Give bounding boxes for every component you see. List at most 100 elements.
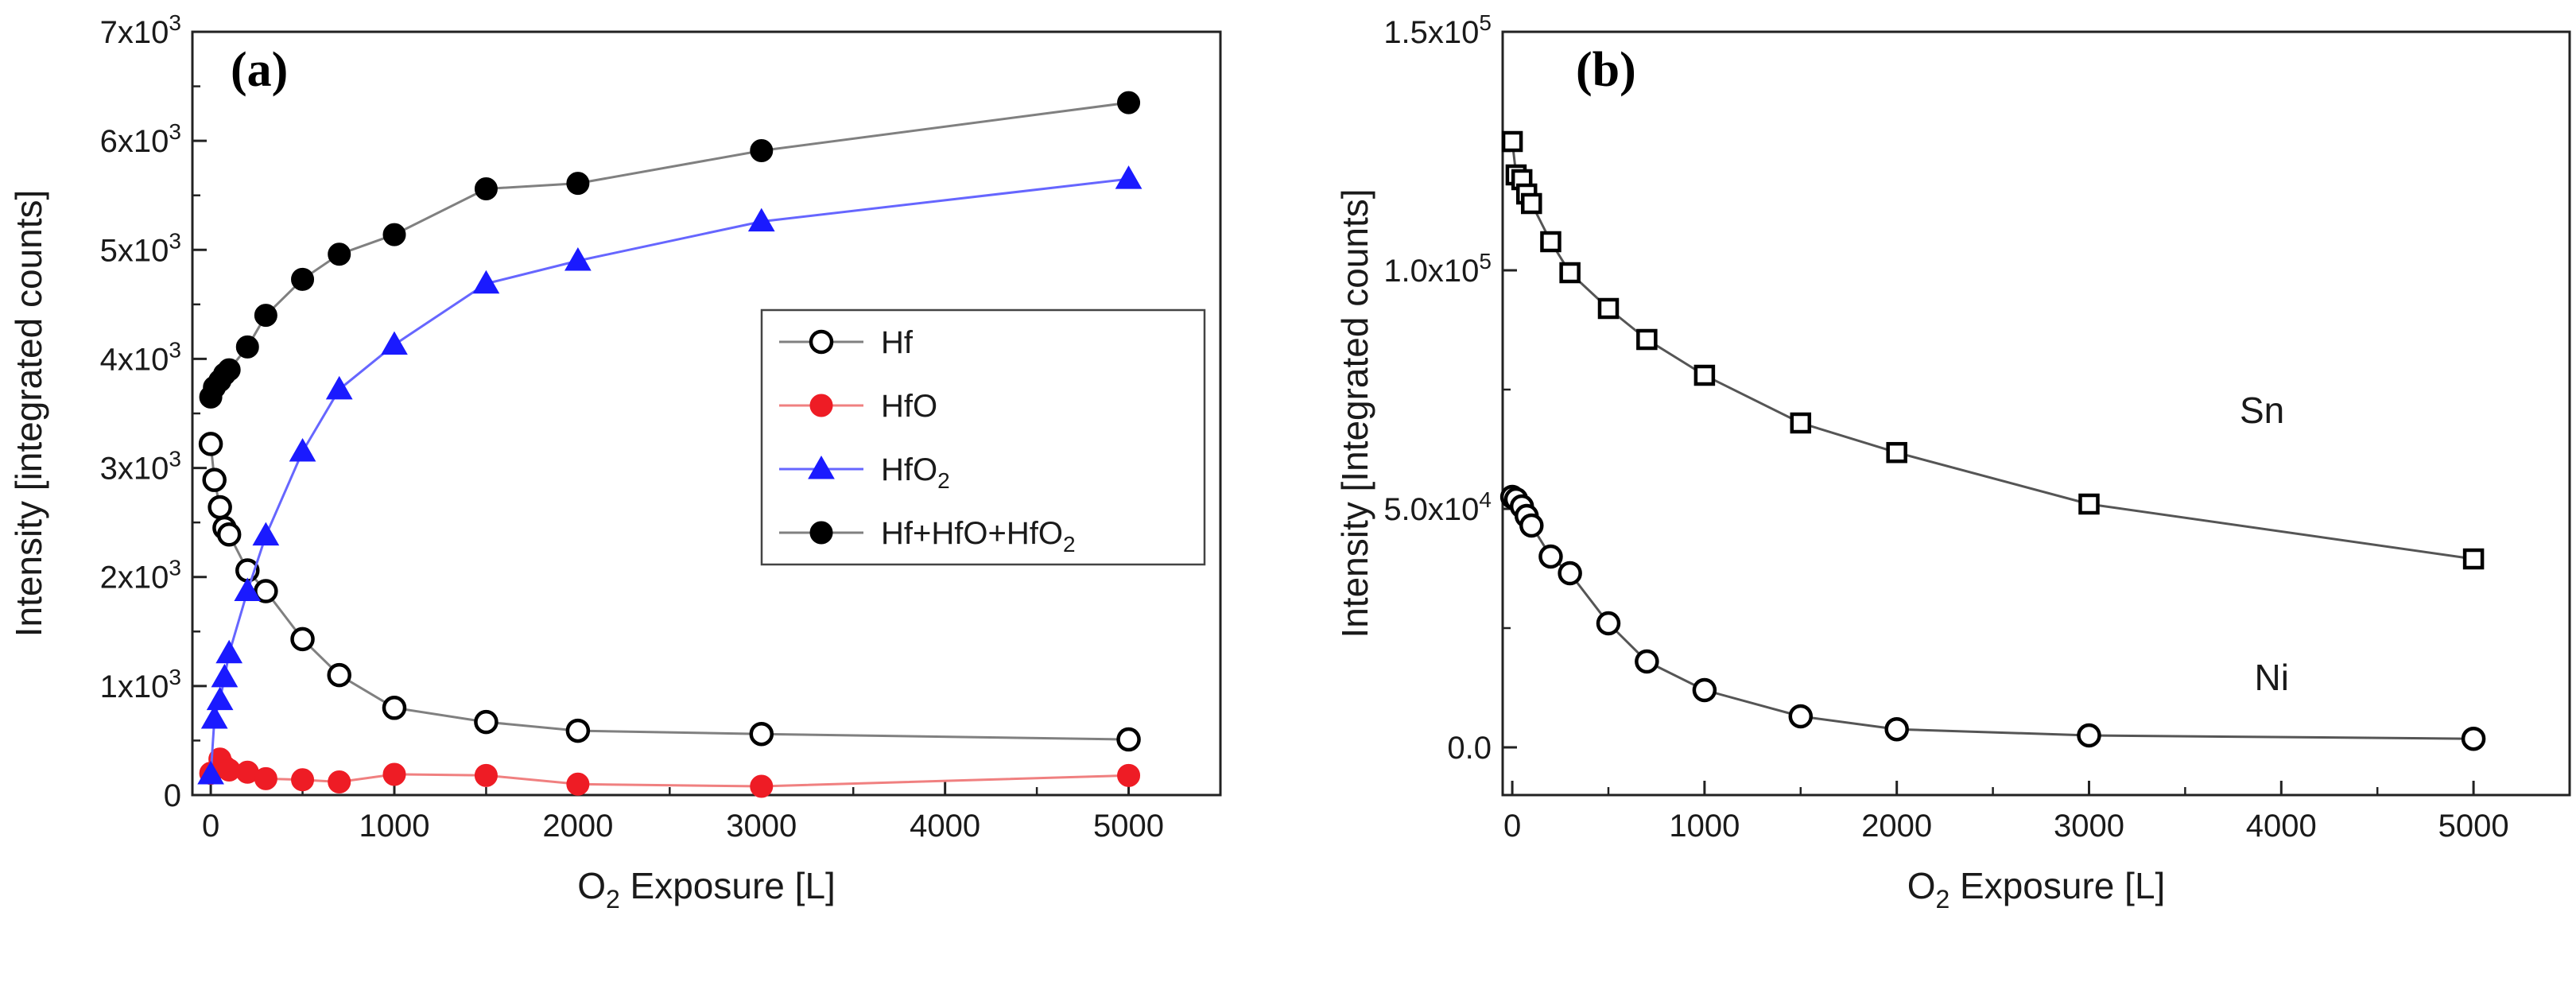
data-point-hfo bbox=[750, 774, 774, 798]
x-tick-label-b: 1000 bbox=[1669, 809, 1740, 844]
data-point-hf-hfo-hfo2 bbox=[328, 242, 351, 266]
legend-label-hf: Hf bbox=[881, 325, 914, 360]
data-point-hf-hfo-hfo2 bbox=[235, 335, 259, 359]
data-point-hfo2 bbox=[200, 704, 228, 729]
x-tick-label-b: 4000 bbox=[2246, 809, 2317, 844]
chart-panel-b: 0 1000 2000 3000 4000 5000 0.0 5.0x104 1.0x105 1.… bbox=[1334, 10, 2571, 914]
data-point-hf bbox=[749, 721, 774, 747]
y-tick-label-a: 7x103 bbox=[100, 10, 181, 50]
data-point-hf bbox=[254, 579, 278, 603]
data-point-ni bbox=[1635, 649, 1659, 674]
data-point-ni bbox=[1596, 611, 1621, 636]
data-point-hfo bbox=[328, 770, 351, 794]
data-point-hfo bbox=[254, 766, 277, 790]
legend-marker-hf bbox=[809, 329, 834, 355]
data-point-sn bbox=[2078, 493, 2100, 515]
data-point-hf-hfo-hfo2 bbox=[1117, 91, 1141, 114]
legend-box bbox=[760, 308, 1206, 566]
data-point-ni bbox=[1692, 677, 1717, 703]
x-tick-label-a: 4000 bbox=[910, 809, 980, 844]
data-point-ni bbox=[2077, 723, 2101, 748]
legend-label-hfo2: HfO2 bbox=[881, 452, 950, 493]
data-point-hf bbox=[474, 709, 499, 735]
data-point-hfo bbox=[291, 768, 315, 792]
x-axis-title-a: O2 Exposure [L] bbox=[577, 865, 836, 914]
y-tick-label-b: 1.0x105 bbox=[1383, 249, 1492, 289]
y-tick-label-a: 1x103 bbox=[100, 665, 181, 704]
data-point-sn bbox=[1790, 412, 1812, 434]
data-point-hfo2 bbox=[325, 375, 353, 400]
data-point-hf bbox=[202, 467, 227, 492]
data-point-sn bbox=[1521, 192, 1542, 215]
x-tick-label-a: 0 bbox=[202, 809, 219, 844]
data-point-hfo bbox=[1117, 763, 1141, 787]
data-point-hf bbox=[327, 662, 351, 688]
y-tick-label-a: 5x103 bbox=[100, 228, 181, 268]
series-line-ni bbox=[1511, 495, 2474, 740]
x-tick-label-a: 1000 bbox=[359, 809, 429, 844]
data-point-sn bbox=[1636, 328, 1658, 351]
data-point-hfo2 bbox=[252, 522, 280, 546]
data-point-ni bbox=[1538, 544, 1563, 569]
y-tick-label-a: 6x103 bbox=[100, 119, 181, 159]
data-point-hf bbox=[208, 495, 232, 520]
legend-label-hf-hfo-hfo2: Hf+HfO+HfO2 bbox=[881, 516, 1076, 557]
x-axis-title-b: O2 Exposure [L] bbox=[1907, 865, 2166, 914]
plot-frame-b bbox=[1501, 30, 2571, 797]
y-axis-title-b: Intensity [Integrated counts] bbox=[1334, 188, 1375, 638]
y-tick-label-b: 5.0x104 bbox=[1383, 487, 1492, 527]
annotation-sn: Sn bbox=[2240, 390, 2284, 431]
data-point-hf bbox=[198, 432, 223, 456]
legend-marker-hfo bbox=[809, 394, 833, 417]
data-point-sn bbox=[1559, 262, 1581, 284]
data-point-hfo2 bbox=[381, 331, 408, 355]
data-point-hfo2 bbox=[564, 246, 592, 271]
chart-panel-a: 0 1000 2000 3000 4000 5000 0 1x103 2x103 3x103 4x1… bbox=[8, 10, 1222, 914]
panel-label-a: (a) bbox=[231, 43, 288, 97]
data-point-sn bbox=[2462, 548, 2485, 570]
data-point-hf bbox=[290, 627, 315, 652]
legend-marker-hfo2 bbox=[808, 455, 835, 479]
data-point-hf bbox=[382, 696, 407, 720]
data-point-hfo bbox=[474, 763, 498, 787]
data-point-hf-hfo-hfo2 bbox=[382, 223, 406, 246]
data-point-ni bbox=[1884, 716, 1909, 742]
data-point-hfo2 bbox=[747, 208, 775, 232]
data-point-hfo2 bbox=[472, 270, 500, 294]
data-point-hfo bbox=[566, 772, 590, 796]
data-point-hfo2 bbox=[197, 760, 224, 785]
data-point-ni bbox=[1558, 561, 1582, 586]
data-point-hf-hfo-hfo2 bbox=[254, 304, 277, 328]
data-point-ni bbox=[2461, 726, 2486, 751]
y-tick-label-b: 1.5x105 bbox=[1383, 10, 1492, 50]
x-tick-label-a: 3000 bbox=[726, 809, 797, 844]
x-tick-label-b: 0 bbox=[1503, 809, 1521, 844]
x-tick-label-b: 3000 bbox=[2054, 809, 2124, 844]
data-point-sn bbox=[1886, 441, 1907, 464]
data-point-hf-hfo-hfo2 bbox=[291, 267, 315, 291]
legend-marker-hf-hfo-hfo2 bbox=[809, 521, 833, 545]
data-point-sn bbox=[1597, 297, 1620, 320]
series-line-sn bbox=[1511, 141, 2474, 561]
y-tick-label-a: 4x103 bbox=[100, 337, 181, 377]
data-point-sn bbox=[1501, 130, 1523, 153]
panel-label-b: (b) bbox=[1576, 43, 1636, 97]
y-axis-title-a: Intensity [integrated counts] bbox=[8, 190, 49, 638]
data-point-hf-hfo-hfo2 bbox=[217, 358, 241, 382]
data-point-sn bbox=[1693, 364, 1716, 386]
data-point-hf bbox=[216, 522, 242, 547]
data-point-hfo2 bbox=[1115, 165, 1143, 189]
data-point-hfo2 bbox=[289, 437, 316, 462]
data-point-hf-hfo-hfo2 bbox=[750, 138, 774, 162]
data-point-hfo2 bbox=[206, 686, 234, 711]
data-point-hfo2 bbox=[215, 639, 243, 664]
data-point-hf-hfo-hfo2 bbox=[566, 172, 590, 196]
y-tick-label-a: 0 bbox=[164, 778, 181, 813]
data-point-sn bbox=[1540, 231, 1562, 253]
data-point-hf bbox=[1116, 727, 1141, 752]
data-point-hf bbox=[565, 718, 591, 743]
x-tick-label-b: 2000 bbox=[1861, 809, 1932, 844]
data-point-ni bbox=[1788, 704, 1814, 729]
data-point-hfo2 bbox=[234, 577, 262, 602]
